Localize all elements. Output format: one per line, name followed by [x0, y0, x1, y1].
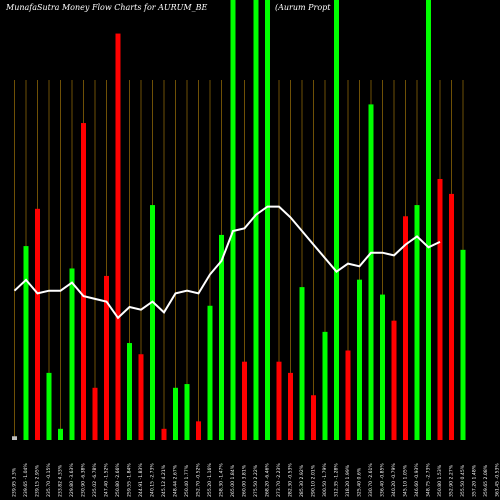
x-tick-label-21: 275.50 2.22%	[253, 464, 259, 497]
bar-20	[242, 361, 247, 440]
bar-0	[12, 436, 17, 440]
bar-4	[58, 428, 63, 440]
bar-11	[138, 354, 144, 440]
bar-17	[207, 305, 213, 440]
x-tick-label-39: 355.50 0.45%	[460, 464, 466, 497]
x-tick-label-34: 345.10 1.05%	[403, 464, 409, 497]
bar-3	[46, 372, 52, 440]
x-tick-label-22: 268.20 -6.46%	[265, 463, 271, 497]
x-tick-label-33: 340.20 -0.79%	[391, 463, 397, 497]
bar-16	[196, 421, 201, 440]
x-tick-label-27: 300.50 -1.79%	[322, 463, 328, 497]
x-tick-label-17: 255.20 -1.16%	[207, 463, 213, 497]
bar-21	[253, 0, 259, 440]
bar-31	[368, 104, 374, 441]
bar-24	[288, 372, 293, 440]
bar-32	[380, 294, 385, 440]
x-tick-label-4: 233.82 4.33%	[58, 464, 64, 497]
bar-26	[311, 395, 316, 440]
x-tick-label-13: 245.12 4.21%	[161, 464, 167, 497]
bar-8	[104, 275, 109, 440]
bar-13	[161, 428, 167, 440]
x-tick-label-8: 247.40 -1.52%	[104, 463, 110, 497]
bar-36	[426, 0, 431, 440]
bar-30	[357, 279, 362, 440]
bar-28	[334, 0, 339, 440]
money-flow-bars	[12, 0, 466, 441]
bar-29	[345, 350, 351, 440]
x-tick-label-28: 312.35 -1.28%	[334, 463, 340, 497]
bar-39	[460, 249, 466, 440]
bar-22	[265, 0, 270, 440]
x-tick-label-1: 239.65 -1.04%	[23, 463, 29, 497]
x-tick-label-19: 265.00 1.84%	[230, 464, 236, 497]
bar-15	[184, 384, 190, 440]
bar-10	[127, 343, 132, 440]
x-tick-label-25: 285.30 2.92%	[299, 464, 305, 497]
x-tick-label-32: 336.40 -0.85%	[380, 463, 386, 497]
bar-37	[437, 178, 443, 441]
x-tick-label-9: 250.80 -2.66%	[115, 463, 121, 497]
bar-12	[150, 205, 155, 440]
bar-33	[391, 320, 397, 440]
bar-38	[449, 193, 454, 440]
bar-9	[115, 33, 121, 440]
x-tick-label-7: 235.02 -6.78%	[92, 463, 98, 497]
bar-19	[230, 0, 236, 440]
chart-title-left: MunafaSutra Money Flow Charts for AURUM_…	[5, 3, 207, 12]
x-tick-label-18: 258.30 -1.47%	[219, 463, 225, 497]
x-tick-label-0: 239.95 3.3%	[12, 467, 18, 497]
bar-23	[276, 361, 282, 440]
x-tick-label-16: 252.70 -0.52%	[196, 463, 202, 497]
bar-2	[35, 208, 40, 440]
bar-35	[414, 205, 420, 440]
x-tick-label-38: 352.90 2.27%	[449, 464, 455, 497]
x-tick-label-2: 239.15 2.95%	[35, 464, 41, 497]
x-tick-label-37: 350.80 1.53%	[437, 464, 443, 497]
bar-25	[299, 287, 305, 440]
price-line-path	[13, 205, 441, 320]
bar-27	[322, 331, 328, 440]
x-tick-label-14: 248.44 2.67%	[173, 464, 179, 497]
x-tick-label-24: 282.30 -0.53%	[288, 463, 294, 497]
x-tick-label-35: 346.60 -0.93%	[414, 463, 420, 497]
x-tick-label-10: 259.55 -1.84%	[127, 463, 133, 497]
x-tick-label-26: 290.10 2.01%	[311, 464, 317, 497]
x-tick-label-29: 318.20 1.99%	[345, 464, 351, 497]
x-tick-label-41: 359.65 2.08%	[483, 464, 489, 497]
x-tick-label-31: 330.70 -2.61%	[368, 463, 374, 497]
bar-18	[219, 234, 224, 440]
bar-7	[92, 387, 98, 440]
bar-1	[23, 246, 29, 440]
chart-title-right: (Aurum Propt	[275, 3, 331, 12]
x-tick-label-11: 244.91 -1.83%	[138, 463, 144, 497]
bar-5	[69, 268, 75, 440]
x-tick-label-6: 230.90 -6.38%	[81, 463, 87, 497]
x-tick-label-3: 235.70 -0.15%	[46, 463, 52, 497]
x-tick-label-23: 273.70 -2.23%	[276, 463, 282, 497]
x-tick-label-15: 250.40 1.77%	[184, 464, 190, 497]
bar-14	[173, 387, 178, 440]
x-tick-label-12: 240.15 -2.73%	[150, 463, 156, 497]
x-tick-label-42: 361.45 -0.53%	[495, 463, 500, 497]
x-tick-label-20: 260.00 3.81%	[242, 464, 248, 497]
x-tick-label-40: 357.20 1.48%	[472, 464, 478, 497]
x-tick-label-30: 325.40 0.6%	[357, 467, 363, 497]
x-tick-label-5: 229.80 -3.63%	[69, 463, 75, 497]
x-tick-labels: 239.95 3.3% 239.65 -1.04% 239.15 2.95% 235.…	[12, 463, 500, 497]
bar-34	[403, 216, 408, 440]
x-tick-label-36: 348.75 -2.73%	[426, 463, 432, 497]
bar-6	[81, 123, 86, 441]
price-line	[13, 205, 441, 320]
